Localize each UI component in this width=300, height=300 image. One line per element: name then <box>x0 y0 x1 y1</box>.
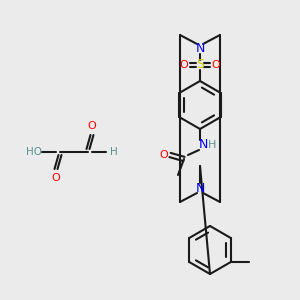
Text: HO: HO <box>26 147 42 157</box>
Text: H: H <box>208 140 216 150</box>
Text: O: O <box>52 173 60 183</box>
Text: S: S <box>196 58 204 71</box>
Text: O: O <box>160 150 168 160</box>
Text: O: O <box>180 60 188 70</box>
Text: N: N <box>198 139 208 152</box>
Text: N: N <box>195 43 205 56</box>
Text: O: O <box>212 60 220 70</box>
Text: O: O <box>88 121 96 131</box>
Text: N: N <box>195 182 205 194</box>
Text: H: H <box>110 147 118 157</box>
